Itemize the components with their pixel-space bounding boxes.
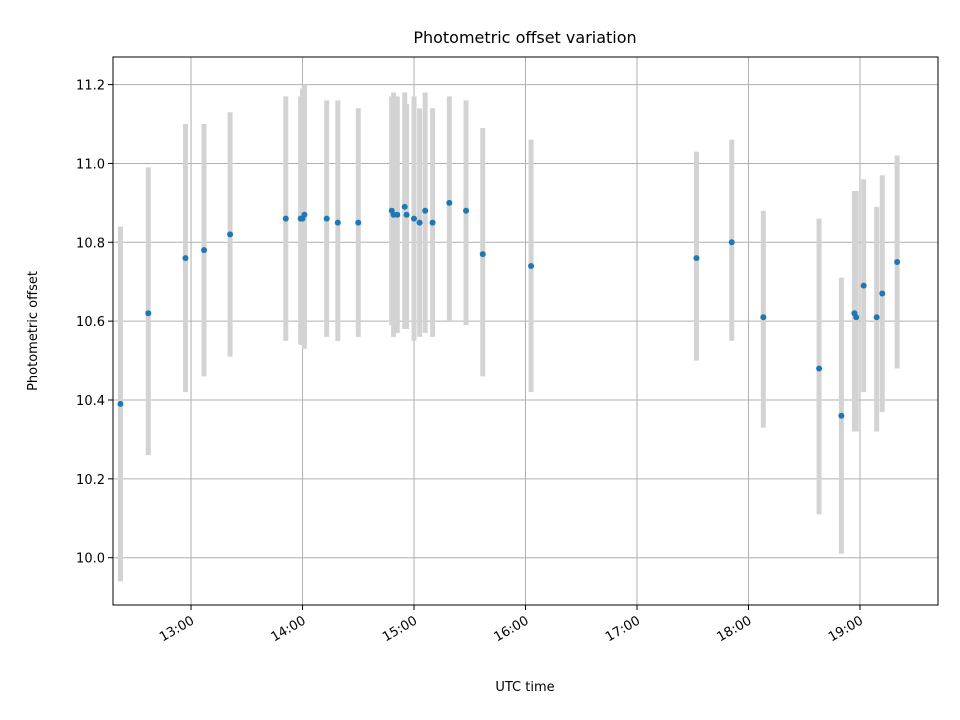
data-point bbox=[182, 255, 189, 262]
data-point bbox=[355, 219, 362, 226]
data-point bbox=[422, 207, 429, 214]
data-point bbox=[479, 251, 486, 258]
y-tick-label: 10.4 bbox=[76, 394, 105, 409]
data-point bbox=[860, 282, 867, 289]
data-point bbox=[693, 255, 700, 262]
data-point bbox=[403, 211, 410, 218]
y-tick-label: 10.6 bbox=[76, 315, 105, 330]
data-point bbox=[416, 219, 423, 226]
data-point bbox=[401, 203, 408, 210]
y-axis: 10.0 10.2 10.4 10.6 10.8 11.0 11.2 bbox=[76, 79, 113, 567]
chart-title: Photometric offset variation bbox=[413, 28, 636, 47]
y-tick-label: 10.8 bbox=[76, 236, 105, 251]
y-tick-label: 11.2 bbox=[76, 79, 105, 94]
grid bbox=[113, 57, 938, 605]
x-axis-label: UTC time bbox=[495, 680, 554, 695]
data-point bbox=[528, 262, 535, 269]
y-tick-label: 10.0 bbox=[76, 552, 105, 567]
data-point bbox=[463, 207, 470, 214]
data-point bbox=[394, 211, 401, 218]
data-point bbox=[429, 219, 436, 226]
data-point bbox=[411, 215, 418, 222]
y-tick-label: 10.2 bbox=[76, 473, 105, 488]
data-point bbox=[760, 314, 767, 321]
data-point bbox=[879, 290, 886, 297]
data-point bbox=[201, 247, 208, 254]
data-point bbox=[873, 314, 880, 321]
data-point bbox=[145, 310, 152, 317]
data-point bbox=[838, 412, 845, 419]
data-point bbox=[728, 239, 735, 246]
data-points bbox=[117, 199, 901, 419]
data-point bbox=[117, 400, 124, 407]
data-point bbox=[334, 219, 341, 226]
y-tick-label: 11.0 bbox=[76, 157, 105, 172]
data-point bbox=[816, 365, 823, 372]
y-axis-label: Photometric offset bbox=[26, 271, 41, 391]
data-point bbox=[894, 259, 901, 266]
data-point bbox=[301, 211, 308, 218]
data-point bbox=[227, 231, 234, 238]
data-point bbox=[282, 215, 289, 222]
data-point bbox=[853, 314, 860, 321]
data-point bbox=[446, 199, 453, 206]
data-point bbox=[323, 215, 330, 222]
